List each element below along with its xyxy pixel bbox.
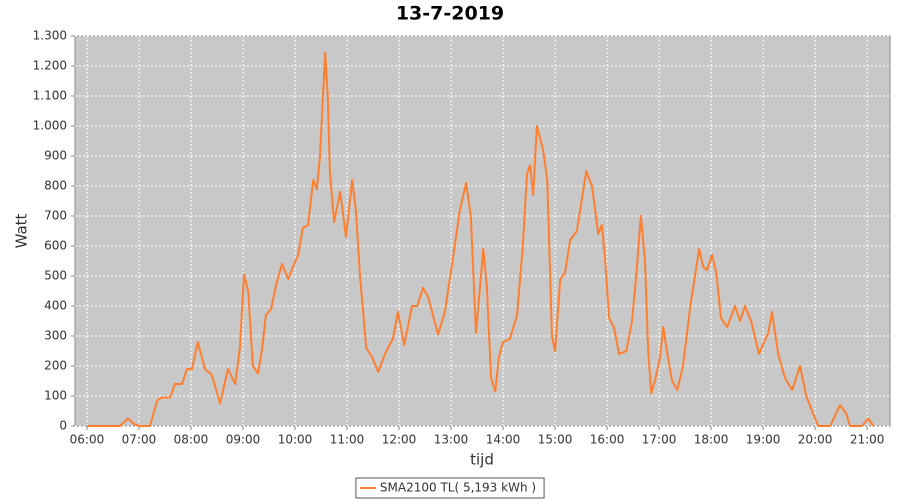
y-tick-label: 300 (44, 329, 67, 343)
y-tick-label: 600 (44, 239, 67, 253)
chart-title: 13-7-2019 (396, 3, 504, 25)
y-tick-label: 400 (44, 299, 67, 313)
x-tick-label: 07:00 (122, 433, 157, 447)
y-tick-label: 1.000 (33, 119, 67, 133)
x-tick-label: 19:00 (746, 433, 781, 447)
legend-label: SMA2100 TL( 5,193 kWh ) (380, 481, 536, 495)
x-tick-label: 16:00 (590, 433, 625, 447)
y-axis-label: Watt (13, 213, 31, 248)
y-tick-label: 900 (44, 149, 67, 163)
x-tick-label: 10:00 (278, 433, 313, 447)
x-tick-label: 21:00 (850, 433, 885, 447)
x-tick-label: 09:00 (226, 433, 261, 447)
x-tick-label: 08:00 (174, 433, 209, 447)
y-tick-label: 800 (44, 179, 67, 193)
y-tick-label: 700 (44, 209, 67, 223)
x-tick-label: 20:00 (798, 433, 833, 447)
x-tick-label: 14:00 (486, 433, 521, 447)
x-tick-label: 13:00 (434, 433, 469, 447)
x-tick-label: 18:00 (694, 433, 729, 447)
x-axis-label: tijd (470, 451, 494, 469)
plot-area (74, 35, 891, 427)
y-tick-label: 100 (44, 389, 67, 403)
y-tick-label: 1.200 (33, 59, 67, 73)
legend-box (355, 477, 545, 499)
y-tick-label: 1.100 (33, 89, 67, 103)
x-tick-label: 12:00 (382, 433, 417, 447)
x-tick-label: 15:00 (538, 433, 573, 447)
x-tick-label: 17:00 (642, 433, 677, 447)
data-line (86, 51, 875, 427)
x-tick-label: 11:00 (330, 433, 365, 447)
x-tick-label: 06:00 (70, 433, 105, 447)
y-tick-label: 500 (44, 269, 67, 283)
y-tick-label: 200 (44, 359, 67, 373)
y-tick-label: 0 (59, 419, 67, 433)
y-tick-label: 1.300 (33, 29, 67, 43)
